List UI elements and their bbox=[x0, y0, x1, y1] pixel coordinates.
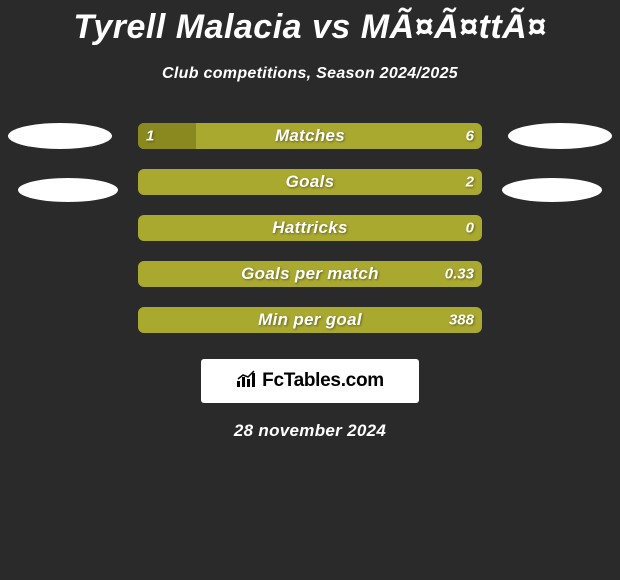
chart-icon bbox=[236, 370, 258, 393]
stat-label: Hattricks bbox=[138, 218, 482, 238]
stat-bar: Goals 2 bbox=[138, 169, 482, 195]
stat-value-right: 0 bbox=[466, 220, 474, 237]
logo-text: FcTables.com bbox=[262, 370, 384, 392]
stat-row-min-per-goal: Min per goal 388 bbox=[0, 307, 620, 333]
logo-box: FcTables.com bbox=[201, 359, 419, 403]
stat-rows: 1 Matches 6 Goals 2 Hattricks 0 Goals pe… bbox=[0, 123, 620, 333]
stat-bar: Min per goal 388 bbox=[138, 307, 482, 333]
stat-label: Goals per match bbox=[138, 264, 482, 284]
stat-value-left: 1 bbox=[146, 128, 154, 145]
stat-row-goals: Goals 2 bbox=[0, 169, 620, 195]
stat-row-matches: 1 Matches 6 bbox=[0, 123, 620, 149]
stat-label: Goals bbox=[138, 172, 482, 192]
date: 28 november 2024 bbox=[0, 421, 620, 441]
stat-row-hattricks: Hattricks 0 bbox=[0, 215, 620, 241]
stat-label: Min per goal bbox=[138, 310, 482, 330]
stat-bar: Goals per match 0.33 bbox=[138, 261, 482, 287]
stat-row-goals-per-match: Goals per match 0.33 bbox=[0, 261, 620, 287]
stat-value-right: 2 bbox=[466, 174, 474, 191]
stat-value-right: 6 bbox=[466, 128, 474, 145]
page-title: Tyrell Malacia vs MÃ¤Ã¤ttÃ¤ bbox=[0, 0, 620, 47]
subtitle: Club competitions, Season 2024/2025 bbox=[0, 65, 620, 83]
stat-value-right: 0.33 bbox=[445, 266, 474, 283]
stat-bar: Hattricks 0 bbox=[138, 215, 482, 241]
stat-value-right: 388 bbox=[449, 312, 474, 329]
stat-bar: 1 Matches 6 bbox=[138, 123, 482, 149]
